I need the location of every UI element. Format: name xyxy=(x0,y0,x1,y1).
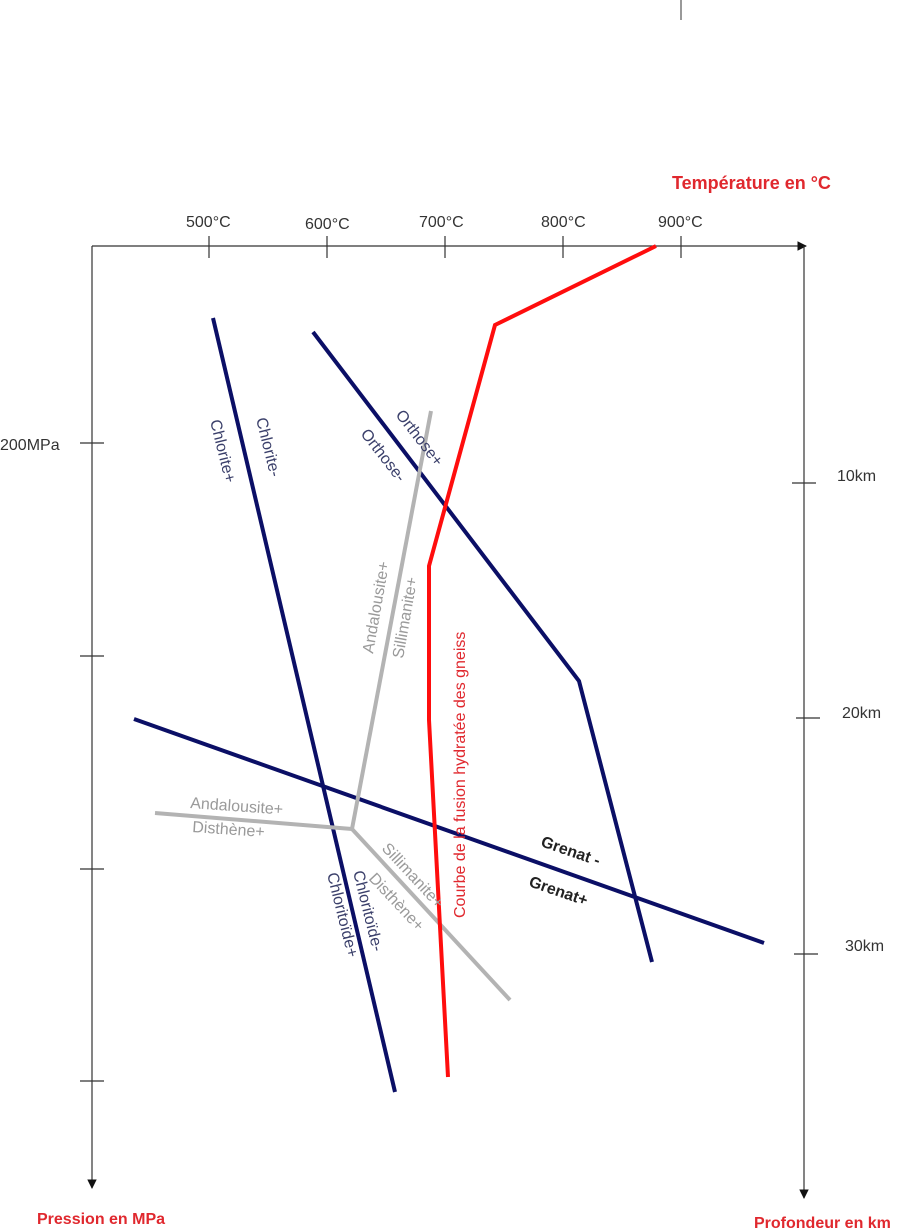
chlorite-reaction-line xyxy=(211,317,397,1093)
chlorite-plus-label: Chlorite+ xyxy=(206,418,238,485)
sillimanite-plus-upper-label: Sillimanite+ xyxy=(390,576,421,660)
temp-label-700: 700°C xyxy=(419,214,464,231)
temp-label-900: 900°C xyxy=(658,214,703,231)
depth-label-20: 20km xyxy=(842,705,881,722)
temp-label-500: 500°C xyxy=(186,214,231,231)
sillimanite-disthene-line xyxy=(350,827,512,1002)
disthene-plus-left-label: Disthène+ xyxy=(192,819,266,841)
depth-label-30: 30km xyxy=(845,938,884,955)
chlorite-minus-label: Chlorite- xyxy=(252,416,283,479)
depth-label-10: 10km xyxy=(837,468,876,485)
temperature-axis-title: Température en °C xyxy=(672,173,831,193)
andalousite-sillimanite-line xyxy=(350,410,433,830)
temp-label-800: 800°C xyxy=(541,214,586,231)
fusion-curve-label: Courbe de la fusion hydratée des gneiss xyxy=(452,632,469,918)
temp-label-600: 600°C xyxy=(305,216,350,233)
grenat-reaction-line xyxy=(133,717,765,945)
andalousite-disthene-line xyxy=(154,811,353,831)
andalousite-plus-lower-label: Andalousite+ xyxy=(190,795,284,818)
pressure-axis-title: Pression en MPa xyxy=(37,1211,165,1228)
axes xyxy=(80,236,820,1199)
depth-axis-title: Profondeur en km xyxy=(754,1215,891,1230)
fusion-curve-line xyxy=(427,244,657,1078)
orthose-minus-label: Orthose- xyxy=(357,426,409,486)
orthose-reaction-line xyxy=(311,330,654,963)
orthose-plus-label: Orthose+ xyxy=(392,407,446,470)
pressure-label-200: 200MPa xyxy=(0,437,60,454)
